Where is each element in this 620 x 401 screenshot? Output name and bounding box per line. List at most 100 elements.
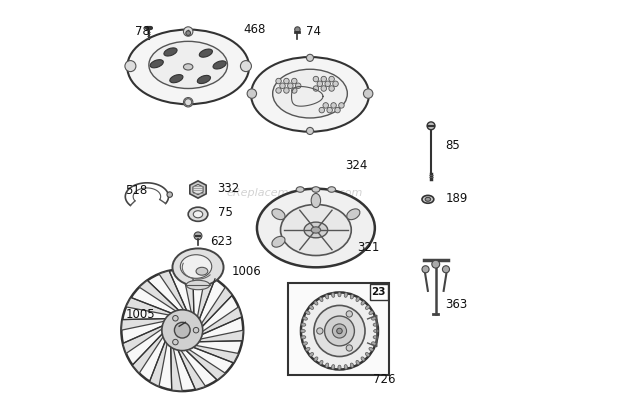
Circle shape (284, 78, 289, 84)
Circle shape (167, 192, 172, 197)
Ellipse shape (314, 357, 318, 361)
Circle shape (294, 27, 300, 32)
Ellipse shape (186, 280, 210, 290)
Ellipse shape (326, 363, 329, 368)
Ellipse shape (150, 60, 163, 68)
Ellipse shape (127, 30, 249, 104)
Circle shape (331, 103, 336, 108)
Circle shape (317, 81, 322, 87)
Circle shape (185, 99, 192, 106)
Ellipse shape (425, 197, 431, 201)
Circle shape (288, 83, 293, 89)
Ellipse shape (251, 57, 369, 132)
Ellipse shape (350, 294, 353, 299)
Circle shape (346, 345, 352, 351)
Circle shape (186, 31, 190, 35)
Ellipse shape (301, 336, 306, 339)
Circle shape (306, 54, 314, 61)
Ellipse shape (328, 187, 335, 192)
Circle shape (327, 107, 332, 113)
Polygon shape (140, 280, 182, 314)
Text: 74: 74 (306, 25, 321, 38)
Polygon shape (197, 274, 215, 324)
Ellipse shape (164, 48, 177, 56)
Circle shape (333, 81, 339, 87)
Ellipse shape (301, 323, 306, 326)
Ellipse shape (369, 311, 373, 314)
Circle shape (276, 78, 281, 84)
Ellipse shape (338, 365, 341, 370)
Ellipse shape (311, 227, 321, 233)
Ellipse shape (371, 342, 376, 345)
Circle shape (172, 339, 178, 345)
Circle shape (314, 306, 365, 356)
Bar (370, 284, 388, 300)
Polygon shape (170, 342, 182, 391)
Circle shape (346, 311, 352, 317)
Circle shape (363, 89, 373, 98)
Polygon shape (182, 346, 225, 380)
Circle shape (325, 81, 330, 87)
Ellipse shape (356, 360, 360, 365)
Circle shape (321, 86, 327, 91)
Ellipse shape (350, 363, 353, 368)
Circle shape (335, 107, 340, 113)
Ellipse shape (361, 357, 365, 361)
Circle shape (339, 103, 344, 108)
Text: 1006: 1006 (231, 265, 261, 278)
Ellipse shape (365, 352, 370, 356)
Circle shape (284, 88, 289, 93)
Text: 324: 324 (345, 159, 368, 172)
Circle shape (280, 83, 285, 89)
Circle shape (422, 266, 429, 273)
Circle shape (301, 292, 378, 369)
Ellipse shape (301, 329, 305, 332)
Ellipse shape (361, 301, 365, 305)
Ellipse shape (170, 75, 183, 83)
Circle shape (193, 328, 199, 333)
Ellipse shape (332, 365, 335, 369)
Text: 1005: 1005 (125, 308, 155, 321)
Polygon shape (193, 184, 203, 194)
Circle shape (324, 316, 355, 346)
Ellipse shape (306, 311, 310, 314)
Ellipse shape (338, 292, 341, 297)
Ellipse shape (347, 209, 360, 220)
Ellipse shape (184, 64, 193, 70)
Ellipse shape (344, 293, 347, 297)
Ellipse shape (319, 360, 323, 365)
Text: 363: 363 (446, 298, 468, 311)
Text: 468: 468 (243, 23, 265, 36)
Circle shape (323, 103, 329, 108)
Circle shape (313, 86, 319, 91)
Ellipse shape (312, 187, 320, 192)
Polygon shape (133, 330, 166, 373)
Polygon shape (194, 330, 243, 342)
Ellipse shape (344, 365, 347, 369)
Polygon shape (176, 345, 206, 390)
Bar (288, 283, 389, 375)
Ellipse shape (213, 61, 226, 69)
Circle shape (319, 107, 324, 113)
Circle shape (443, 266, 450, 273)
Circle shape (313, 76, 319, 82)
Circle shape (194, 232, 202, 240)
Polygon shape (149, 336, 168, 387)
Circle shape (125, 61, 136, 72)
Circle shape (329, 86, 334, 91)
Circle shape (247, 89, 257, 98)
Ellipse shape (356, 297, 360, 302)
Polygon shape (198, 287, 232, 330)
Text: eReplacementParts.com: eReplacementParts.com (226, 188, 363, 198)
Ellipse shape (304, 222, 328, 238)
Circle shape (122, 269, 243, 391)
Ellipse shape (273, 69, 347, 118)
Ellipse shape (272, 236, 285, 247)
Circle shape (172, 316, 178, 321)
Ellipse shape (197, 75, 210, 83)
Circle shape (291, 78, 297, 84)
Ellipse shape (309, 306, 314, 310)
Ellipse shape (422, 195, 434, 203)
Circle shape (306, 128, 314, 134)
Ellipse shape (188, 207, 208, 221)
